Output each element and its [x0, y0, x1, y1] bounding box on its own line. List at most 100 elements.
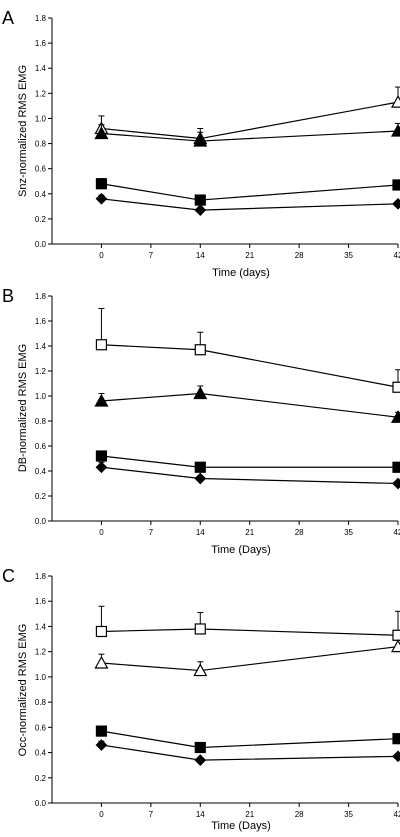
x-tick-label: 7 — [149, 810, 154, 819]
data-point — [392, 733, 400, 745]
data-point — [390, 409, 400, 423]
data-point — [95, 725, 108, 737]
data-point — [194, 754, 207, 766]
y-tick-label: 1.0 — [35, 673, 47, 682]
x-tick-label: 14 — [196, 251, 205, 260]
panel-label: A — [2, 8, 14, 28]
panel-a: A Snz-normalized RMS EMG Time (days) 0.0… — [2, 8, 400, 279]
x-tick-label: 42 — [394, 528, 400, 537]
x-axis-label: Time (Days) — [211, 544, 270, 556]
data-point — [194, 623, 206, 635]
y-tick-label: 1.6 — [35, 39, 47, 48]
y-tick-label: 1.4 — [35, 342, 47, 351]
data-point — [392, 477, 400, 490]
data-point — [392, 179, 400, 191]
x-tick-label: 0 — [99, 810, 104, 819]
data-point — [95, 461, 108, 474]
data-point — [390, 639, 400, 653]
data-point — [193, 386, 208, 400]
data-point — [193, 133, 208, 147]
y-tick-label: 1.2 — [35, 648, 47, 657]
x-tick-label: 42 — [394, 251, 400, 260]
x-tick-label: 42 — [394, 810, 400, 819]
y-tick-label: 0.6 — [35, 165, 47, 174]
data-point — [392, 461, 400, 473]
y-axis-label: Occ-normalized RMS EMG — [17, 624, 29, 757]
data-point — [194, 472, 207, 485]
series — [95, 725, 400, 754]
data-point — [194, 344, 206, 356]
series-line — [101, 198, 399, 211]
panel-label: C — [2, 566, 15, 586]
data-point — [95, 739, 108, 751]
series — [95, 450, 400, 473]
series — [95, 739, 400, 766]
y-tick-label: 1.4 — [35, 64, 47, 73]
data-point — [95, 192, 108, 205]
y-tick-label: 1.4 — [35, 622, 47, 631]
y-tick-label: 0.0 — [35, 240, 47, 249]
y-tick-label: 0.8 — [35, 698, 47, 707]
series-line — [101, 183, 399, 201]
data-point — [194, 461, 206, 473]
data-point — [392, 629, 400, 641]
y-tick-label: 1.6 — [35, 317, 47, 326]
y-tick-label: 0.4 — [35, 190, 47, 199]
y-tick-label: 1.0 — [35, 114, 47, 123]
x-axis-label: Time (days) — [212, 267, 270, 279]
y-tick-label: 0.8 — [35, 140, 47, 149]
x-tick-label: 28 — [295, 528, 304, 537]
data-point — [193, 663, 208, 677]
series — [95, 461, 400, 490]
y-tick-label: 0.0 — [35, 799, 47, 808]
y-tick-label: 1.8 — [35, 14, 47, 23]
panel-label: B — [2, 286, 14, 306]
series — [95, 178, 400, 206]
x-tick-label: 21 — [245, 251, 254, 260]
series — [94, 122, 400, 147]
series — [94, 385, 400, 423]
data-point — [95, 625, 108, 638]
x-tick-label: 0 — [99, 528, 104, 537]
y-tick-label: 1.2 — [35, 367, 47, 376]
x-tick-label: 21 — [245, 810, 254, 819]
series — [95, 308, 400, 393]
data-point — [95, 339, 108, 351]
y-tick-label: 0.4 — [35, 467, 47, 476]
y-tick-label: 0.2 — [35, 774, 47, 783]
series-line — [101, 744, 399, 761]
y-tick-label: 0.6 — [35, 442, 47, 451]
x-axis-label: Time (Days) — [211, 820, 270, 832]
y-tick-label: 1.2 — [35, 89, 47, 98]
x-tick-label: 0 — [99, 251, 104, 260]
data-point — [392, 750, 400, 763]
y-tick-label: 0.6 — [35, 723, 47, 732]
data-point — [390, 94, 400, 108]
x-tick-label: 14 — [196, 528, 205, 537]
x-tick-label: 7 — [149, 251, 154, 260]
x-tick-label: 7 — [149, 528, 154, 537]
series-line — [101, 628, 399, 636]
data-point — [94, 126, 109, 140]
y-tick-label: 1.8 — [35, 292, 47, 301]
data-point — [194, 741, 206, 754]
y-tick-label: 0.2 — [35, 492, 47, 501]
x-tick-label: 14 — [196, 810, 205, 819]
data-point — [194, 194, 206, 206]
series-line — [101, 392, 399, 418]
series-line — [101, 466, 399, 485]
data-point — [94, 655, 109, 669]
x-tick-label: 21 — [245, 528, 254, 537]
data-point — [194, 204, 207, 216]
panel-b: B DB-normalized RMS EMG Time (Days) 0.0 0… — [2, 286, 400, 556]
x-tick-label: 35 — [344, 528, 353, 537]
y-tick-label: 0.4 — [35, 749, 47, 758]
series — [95, 605, 400, 641]
data-point — [95, 450, 108, 462]
x-tick-label: 35 — [344, 810, 353, 819]
y-tick-label: 1.0 — [35, 392, 47, 401]
data-point — [95, 178, 108, 190]
series-line — [101, 646, 399, 672]
y-tick-label: 0.0 — [35, 517, 47, 526]
